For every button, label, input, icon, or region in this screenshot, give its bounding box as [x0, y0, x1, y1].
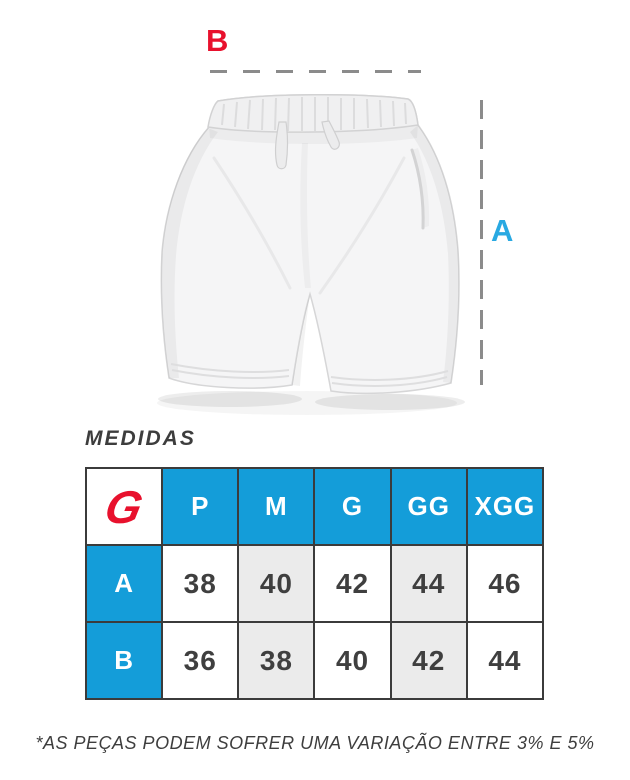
hem-stitching [170, 363, 449, 387]
size-column-xgg: XGG [465, 467, 545, 546]
waistband [207, 93, 419, 133]
size-column-g: G [313, 467, 392, 546]
table-header-row: G P M G GG XGG [84, 467, 545, 546]
fold-lines [212, 156, 406, 295]
value-b-gg: 42 [389, 621, 468, 700]
brand-logo: G [100, 480, 148, 533]
value-b-p: 36 [161, 621, 240, 700]
value-a-g: 42 [313, 544, 392, 623]
pocket-slit [410, 148, 425, 230]
ground-shadow [157, 391, 465, 415]
variation-footnote: *AS PEÇAS PODEM SOFRER UMA VARIAÇÃO ENTR… [35, 733, 595, 753]
height-measure-line [480, 100, 483, 385]
size-column-m: M [237, 467, 316, 546]
width-measure-label: B [206, 23, 229, 58]
row-label-b: B [84, 621, 164, 700]
value-b-g: 40 [313, 621, 392, 700]
value-b-xgg: 44 [465, 621, 545, 700]
shorts-product-image [157, 93, 465, 415]
value-b-m: 38 [237, 621, 316, 700]
table-row-a: A 38 40 42 44 46 [84, 544, 545, 623]
waistband-ribbing [221, 97, 407, 132]
fabric-shading [161, 125, 460, 386]
size-column-gg: GG [389, 467, 468, 546]
value-a-p: 38 [161, 544, 240, 623]
value-a-xgg: 46 [465, 544, 545, 623]
drawstrings [274, 120, 340, 170]
width-measure-line [210, 70, 421, 73]
value-a-m: 40 [237, 544, 316, 623]
size-column-p: P [161, 467, 240, 546]
value-a-gg: 44 [389, 544, 468, 623]
brand-logo-cell: G [84, 467, 164, 546]
height-measure-label: A [491, 213, 514, 248]
size-table: G P M G GG XGG A 38 40 42 44 46 B 36 38 … [84, 467, 545, 700]
row-label-a: A [84, 544, 164, 623]
table-row-b: B 36 38 40 42 44 [84, 621, 545, 700]
page-title: MEDIDAS [85, 427, 196, 450]
